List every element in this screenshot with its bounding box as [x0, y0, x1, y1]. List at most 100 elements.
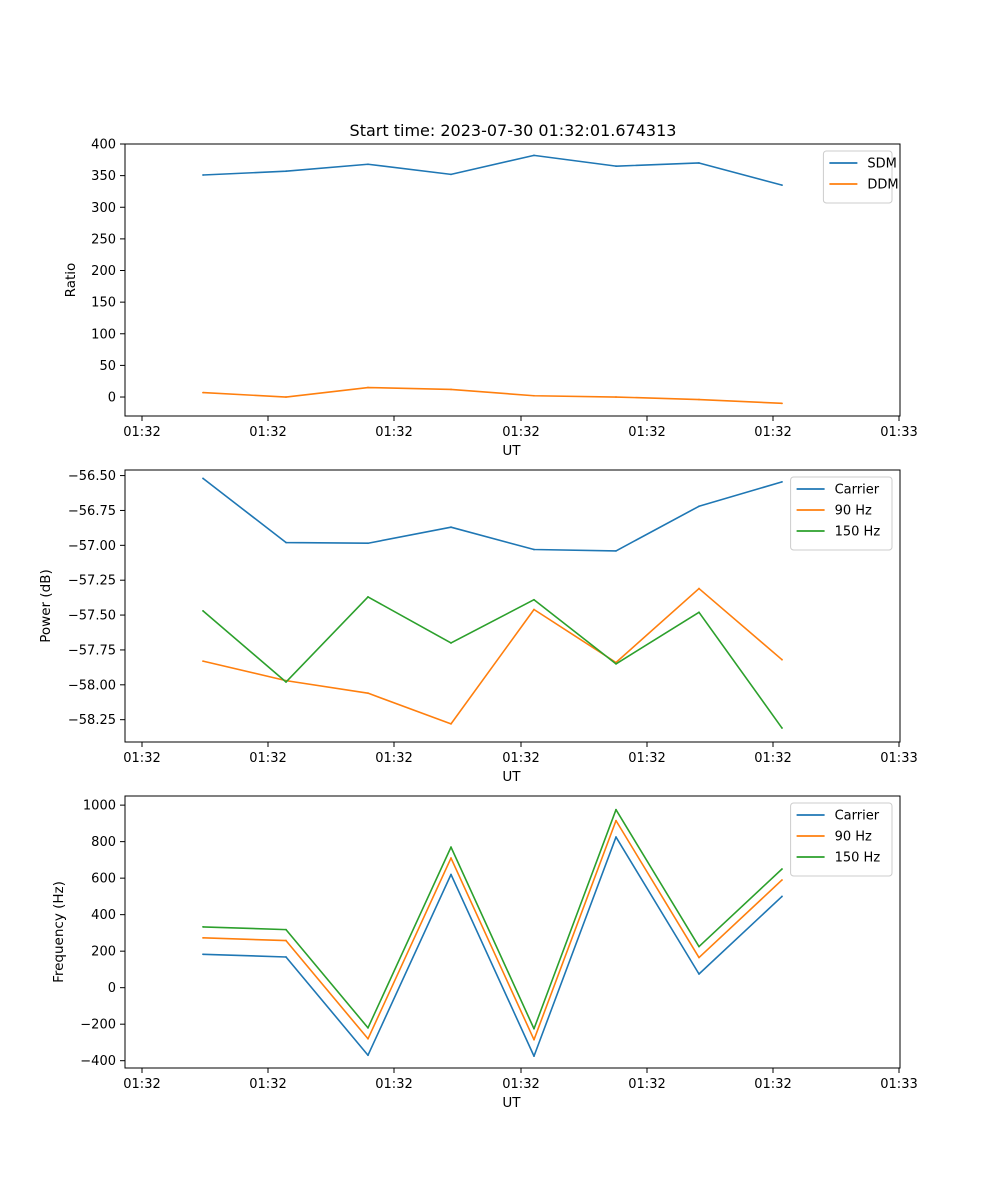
x-axis-label: UT	[502, 443, 521, 459]
data-point	[698, 611, 700, 614]
data-point	[285, 956, 287, 958]
data-point	[367, 163, 369, 166]
y-tick-label: −200	[80, 1018, 116, 1033]
data-point	[202, 925, 204, 928]
x-axis-label: UT	[502, 769, 521, 785]
y-tick-label: 200	[91, 945, 116, 960]
data-point	[450, 857, 452, 859]
y-tick-label: −57.50	[68, 609, 116, 624]
y-axis-label: Power (dB)	[38, 569, 54, 642]
data-point	[367, 1037, 369, 1040]
y-tick-label: 300	[91, 201, 116, 216]
data-point	[202, 174, 204, 176]
legend-entry: DDM	[867, 178, 898, 193]
data-point	[367, 1026, 369, 1029]
y-tick-label: 0	[108, 981, 116, 996]
series-line-sdm	[202, 154, 783, 186]
data-point	[202, 609, 204, 612]
data-point	[533, 394, 535, 397]
legend-entry: Carrier	[835, 483, 880, 498]
y-tick-label: 200	[91, 264, 116, 279]
panel-frequency: 01:32 01:32 01:32 01:32 01:32 01:32 01:33 −400 −…	[51, 795, 918, 1111]
data-point	[781, 184, 783, 187]
data-point	[285, 681, 287, 683]
y-tick-label: 350	[91, 169, 116, 184]
panel-power: 01:32 01:32 01:32 01:32 01:32 01:32 01:33 −58.2…	[38, 469, 918, 785]
x-tick-label: 01:32	[375, 751, 412, 766]
data-point	[698, 973, 700, 975]
x-tick-label: 01:32	[375, 1077, 412, 1092]
series-line-carrier	[202, 836, 783, 1057]
x-tick-label: 01:32	[628, 751, 665, 766]
data-point	[533, 1038, 535, 1041]
data-point	[781, 658, 783, 661]
data-point	[285, 541, 287, 544]
legend-box	[822, 150, 893, 204]
legend-entry: SDM	[867, 157, 896, 172]
x-tick-label: 01:32	[628, 425, 665, 440]
legend: SDM DDM	[822, 150, 899, 204]
series-line-150-hz	[202, 596, 783, 729]
x-tick-label: 01:32	[123, 425, 160, 440]
series-line-90-hz	[202, 819, 783, 1041]
data-point	[615, 165, 617, 168]
data-point	[615, 550, 617, 552]
data-point	[698, 162, 700, 164]
x-tick-label: 01:32	[754, 751, 791, 766]
data-point	[781, 895, 783, 898]
y-tick-label: −400	[80, 1054, 116, 1069]
data-point	[202, 953, 204, 956]
x-tick-label: 01:32	[375, 425, 412, 440]
y-tick-label: −56.75	[68, 504, 116, 519]
y-tick-label: −58.00	[68, 678, 116, 693]
data-point	[698, 587, 700, 590]
y-tick-label: −57.25	[68, 574, 116, 589]
series-line-90-hz	[202, 587, 783, 725]
data-point	[781, 402, 783, 405]
legend-entry: 150 Hz	[835, 525, 881, 540]
data-point	[202, 477, 204, 480]
chart-title: Start time: 2023-07-30 01:32:01.674313	[350, 121, 677, 140]
data-point	[202, 936, 204, 939]
axes-frame	[124, 469, 901, 743]
y-tick-label: −57.00	[68, 539, 116, 554]
data-point	[450, 642, 452, 644]
data-point	[698, 398, 700, 401]
series-line-ddm	[202, 386, 783, 405]
legend: Carrier 90 Hz 150 Hz	[790, 476, 893, 551]
data-point	[450, 846, 452, 849]
axes-frame	[124, 143, 901, 417]
data-point	[367, 1054, 369, 1057]
x-tick-label: 01:32	[249, 425, 286, 440]
x-tick-label: 01:32	[502, 1077, 539, 1092]
series-line-150-hz	[202, 808, 783, 1030]
data-point	[781, 480, 783, 483]
x-tick-label: 01:32	[249, 751, 286, 766]
y-tick-label: 0	[108, 391, 116, 406]
data-point	[285, 170, 287, 173]
y-tick-label: 100	[91, 327, 116, 342]
legend: Carrier 90 Hz 150 Hz	[790, 802, 893, 877]
axes-frame	[124, 795, 901, 1069]
y-axis-label: Ratio	[63, 263, 79, 298]
x-tick-label: 01:32	[123, 1077, 160, 1092]
data-point	[367, 596, 369, 598]
x-tick-label: 01:33	[880, 1077, 917, 1092]
x-tick-label: 01:32	[628, 1077, 665, 1092]
data-point	[781, 868, 783, 870]
y-tick-label: 50	[99, 359, 116, 374]
y-tick-label: 150	[91, 296, 116, 311]
y-tick-label: −57.75	[68, 643, 116, 658]
data-point	[533, 1027, 535, 1030]
x-axis-label: UT	[502, 1095, 521, 1111]
data-point	[533, 548, 535, 551]
x-tick-label: 01:33	[880, 425, 917, 440]
x-tick-label: 01:32	[754, 1077, 791, 1092]
data-point	[202, 660, 204, 662]
x-tick-label: 01:32	[502, 425, 539, 440]
y-tick-label: 800	[91, 835, 116, 850]
data-point	[450, 526, 452, 529]
data-point	[533, 598, 535, 601]
data-point	[202, 391, 204, 394]
